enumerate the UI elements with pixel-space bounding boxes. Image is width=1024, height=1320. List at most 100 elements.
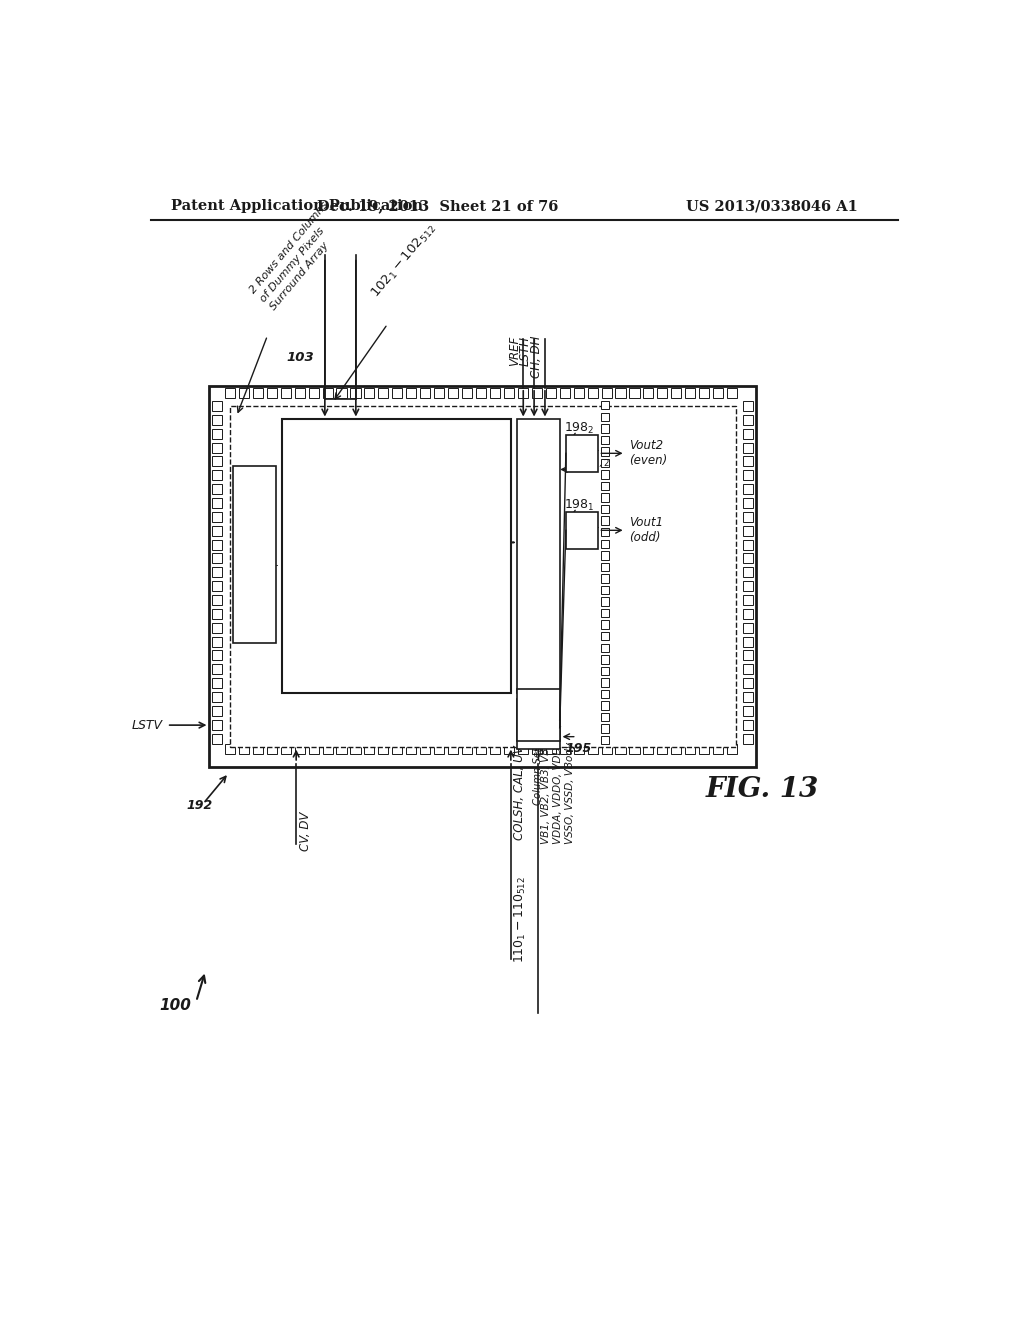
Bar <box>601 447 609 455</box>
Bar <box>601 424 609 433</box>
Bar <box>601 737 609 744</box>
Bar <box>743 401 754 411</box>
Bar <box>743 484 754 494</box>
Bar <box>212 442 222 453</box>
Bar <box>434 388 444 397</box>
Text: 100: 100 <box>160 998 191 1012</box>
Bar <box>350 744 360 755</box>
Bar <box>407 388 417 397</box>
Bar <box>588 744 598 755</box>
Bar <box>323 388 333 397</box>
Text: $194_{1,2}$: $194_{1,2}$ <box>569 454 609 470</box>
Bar <box>504 388 514 397</box>
Bar <box>743 623 754 632</box>
Bar <box>601 632 609 640</box>
Bar <box>601 552 609 560</box>
Text: $110_1-110_{512}$: $110_1-110_{512}$ <box>513 876 528 964</box>
Bar <box>531 388 542 397</box>
Bar <box>212 678 222 688</box>
Bar <box>743 664 754 675</box>
Bar <box>743 512 754 521</box>
Bar <box>601 494 609 502</box>
Bar <box>392 744 402 755</box>
Bar <box>531 744 542 755</box>
Bar <box>212 429 222 438</box>
Bar <box>743 498 754 508</box>
Bar <box>253 744 263 755</box>
Bar <box>337 744 346 755</box>
Bar <box>229 405 735 747</box>
Bar <box>253 388 263 397</box>
Text: FIG. 13: FIG. 13 <box>706 776 818 804</box>
Bar <box>601 667 609 675</box>
Bar <box>743 719 754 730</box>
Bar <box>212 401 222 411</box>
Bar <box>601 562 609 572</box>
Text: Driver: Driver <box>565 449 599 458</box>
Bar <box>743 581 754 591</box>
Bar <box>743 595 754 605</box>
Text: Dec. 19, 2013  Sheet 21 of 76: Dec. 19, 2013 Sheet 21 of 76 <box>317 199 559 213</box>
Bar <box>743 470 754 480</box>
Bar <box>643 388 653 397</box>
Bar <box>476 744 486 755</box>
Text: $198_1$: $198_1$ <box>563 498 594 513</box>
Bar <box>630 744 640 755</box>
Bar <box>743 651 754 660</box>
Text: 103: 103 <box>287 351 314 363</box>
Bar <box>517 420 560 693</box>
Bar <box>743 414 754 425</box>
Bar <box>517 689 560 741</box>
Bar <box>212 498 222 508</box>
Bar <box>743 540 754 549</box>
Bar <box>239 388 249 397</box>
Bar <box>462 388 472 397</box>
Bar <box>407 744 417 755</box>
Bar <box>239 744 249 755</box>
Bar <box>643 744 653 755</box>
Text: Driver: Driver <box>565 525 599 536</box>
Bar <box>699 744 710 755</box>
Bar <box>212 719 222 730</box>
Bar <box>365 388 375 397</box>
Bar <box>743 678 754 688</box>
Bar <box>212 484 222 494</box>
Bar <box>212 664 222 675</box>
Bar <box>566 434 598 471</box>
Bar <box>212 512 222 521</box>
Text: $102_1-102_{512}$: $102_1-102_{512}$ <box>369 220 439 301</box>
Bar <box>212 525 222 536</box>
Text: US 2013/0338046 A1: US 2013/0338046 A1 <box>686 199 858 213</box>
Bar <box>743 568 754 577</box>
Text: Vout1
(odd): Vout1 (odd) <box>630 516 664 544</box>
Text: CV, DV: CV, DV <box>299 812 311 851</box>
Bar <box>685 388 695 397</box>
Bar <box>281 744 291 755</box>
Bar <box>281 388 291 397</box>
Bar <box>588 388 598 397</box>
Bar <box>743 734 754 743</box>
Bar <box>212 568 222 577</box>
Bar <box>601 725 609 733</box>
Bar <box>601 620 609 628</box>
Bar <box>743 636 754 647</box>
Text: Column Bias/Readout Circuitry: Column Bias/Readout Circuitry <box>534 477 544 636</box>
Text: CH, DH: CH, DH <box>529 335 543 378</box>
Bar <box>546 744 556 755</box>
Bar <box>601 470 609 479</box>
Bar <box>657 388 668 397</box>
Bar <box>225 744 234 755</box>
Bar <box>212 636 222 647</box>
Bar <box>601 459 609 467</box>
Bar <box>546 388 556 397</box>
Bar <box>743 609 754 619</box>
Bar <box>489 744 500 755</box>
Bar <box>365 744 375 755</box>
Bar <box>212 553 222 564</box>
Bar <box>601 713 609 721</box>
Text: 192: 192 <box>186 799 212 812</box>
Bar <box>295 388 305 397</box>
Text: (1, 1): (1, 1) <box>309 665 341 677</box>
Bar <box>727 744 737 755</box>
Bar <box>743 706 754 715</box>
